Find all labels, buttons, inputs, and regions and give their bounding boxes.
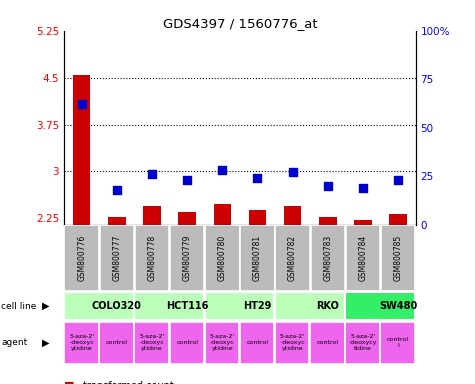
FancyBboxPatch shape [276, 225, 310, 291]
FancyBboxPatch shape [64, 293, 134, 320]
Text: GSM800783: GSM800783 [323, 235, 332, 281]
Text: control
l: control l [387, 337, 409, 348]
FancyBboxPatch shape [65, 225, 99, 291]
Text: GSM800782: GSM800782 [288, 235, 297, 281]
FancyBboxPatch shape [135, 225, 169, 291]
Text: 5-aza-2'
-deoxyc
ytidine: 5-aza-2' -deoxyc ytidine [209, 334, 235, 351]
Text: 5-aza-2'
-deoxyc
ytidine: 5-aza-2' -deoxyc ytidine [280, 334, 305, 351]
FancyBboxPatch shape [100, 225, 134, 291]
FancyBboxPatch shape [134, 293, 204, 320]
Text: 5-aza-2'
-deoxyc
ytidine: 5-aza-2' -deoxyc ytidine [139, 334, 165, 351]
FancyBboxPatch shape [240, 321, 275, 364]
Bar [354, 220, 371, 225]
Text: GSM800785: GSM800785 [394, 235, 402, 281]
Text: GSM800776: GSM800776 [77, 235, 86, 281]
Text: control: control [247, 340, 268, 345]
Text: 5-aza-2'
-deoxycy
tidine: 5-aza-2' -deoxycy tidine [349, 334, 377, 351]
Point [148, 171, 156, 177]
FancyBboxPatch shape [134, 321, 169, 364]
Bar [284, 206, 301, 225]
FancyBboxPatch shape [205, 293, 275, 320]
Text: SW480: SW480 [379, 301, 417, 311]
Point [113, 187, 121, 193]
FancyBboxPatch shape [170, 321, 204, 364]
FancyBboxPatch shape [275, 321, 310, 364]
FancyBboxPatch shape [381, 225, 415, 291]
Point [183, 177, 191, 183]
Text: agent: agent [1, 338, 28, 347]
Bar [319, 217, 336, 225]
Text: GSM800779: GSM800779 [183, 235, 191, 281]
Text: ▶: ▶ [42, 301, 49, 311]
Bar [249, 210, 266, 225]
Text: HT29: HT29 [243, 301, 272, 311]
Text: cell line: cell line [1, 302, 37, 311]
Text: 5-aza-2'
-deoxyc
ytidine: 5-aza-2' -deoxyc ytidine [69, 334, 95, 351]
Point [218, 167, 226, 174]
Text: RKO: RKO [316, 301, 339, 311]
Text: GSM800781: GSM800781 [253, 235, 262, 281]
Point [359, 185, 367, 191]
Text: HCT116: HCT116 [166, 301, 209, 311]
Point [78, 101, 86, 108]
FancyBboxPatch shape [380, 321, 415, 364]
Text: control: control [176, 340, 198, 345]
Point [254, 175, 261, 181]
Text: GSM800784: GSM800784 [359, 235, 367, 281]
FancyBboxPatch shape [345, 321, 380, 364]
Title: GDS4397 / 1560776_at: GDS4397 / 1560776_at [162, 17, 317, 30]
Point [394, 177, 402, 183]
Text: GSM800777: GSM800777 [113, 235, 121, 281]
FancyBboxPatch shape [240, 225, 275, 291]
Text: control: control [317, 340, 339, 345]
Bar [390, 214, 407, 225]
FancyBboxPatch shape [311, 225, 345, 291]
FancyBboxPatch shape [310, 321, 345, 364]
Text: GSM800778: GSM800778 [148, 235, 156, 281]
Bar [108, 217, 125, 225]
FancyBboxPatch shape [275, 293, 345, 320]
Point [289, 169, 296, 175]
Bar [73, 74, 91, 225]
Point [324, 183, 332, 189]
Bar [213, 204, 231, 225]
FancyBboxPatch shape [99, 321, 134, 364]
FancyBboxPatch shape [346, 225, 380, 291]
Text: transformed count: transformed count [83, 381, 174, 384]
FancyBboxPatch shape [64, 321, 99, 364]
Bar [179, 212, 196, 225]
Text: COLO320: COLO320 [92, 301, 142, 311]
Text: ▶: ▶ [42, 338, 49, 348]
Text: GSM800780: GSM800780 [218, 235, 227, 281]
FancyBboxPatch shape [205, 321, 239, 364]
FancyBboxPatch shape [345, 293, 415, 320]
FancyBboxPatch shape [205, 225, 239, 291]
Bar [143, 206, 161, 225]
FancyBboxPatch shape [170, 225, 204, 291]
Text: control: control [106, 340, 128, 345]
Text: ■: ■ [64, 381, 75, 384]
